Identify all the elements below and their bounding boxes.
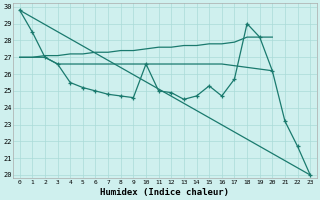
X-axis label: Humidex (Indice chaleur): Humidex (Indice chaleur) [100, 188, 229, 197]
